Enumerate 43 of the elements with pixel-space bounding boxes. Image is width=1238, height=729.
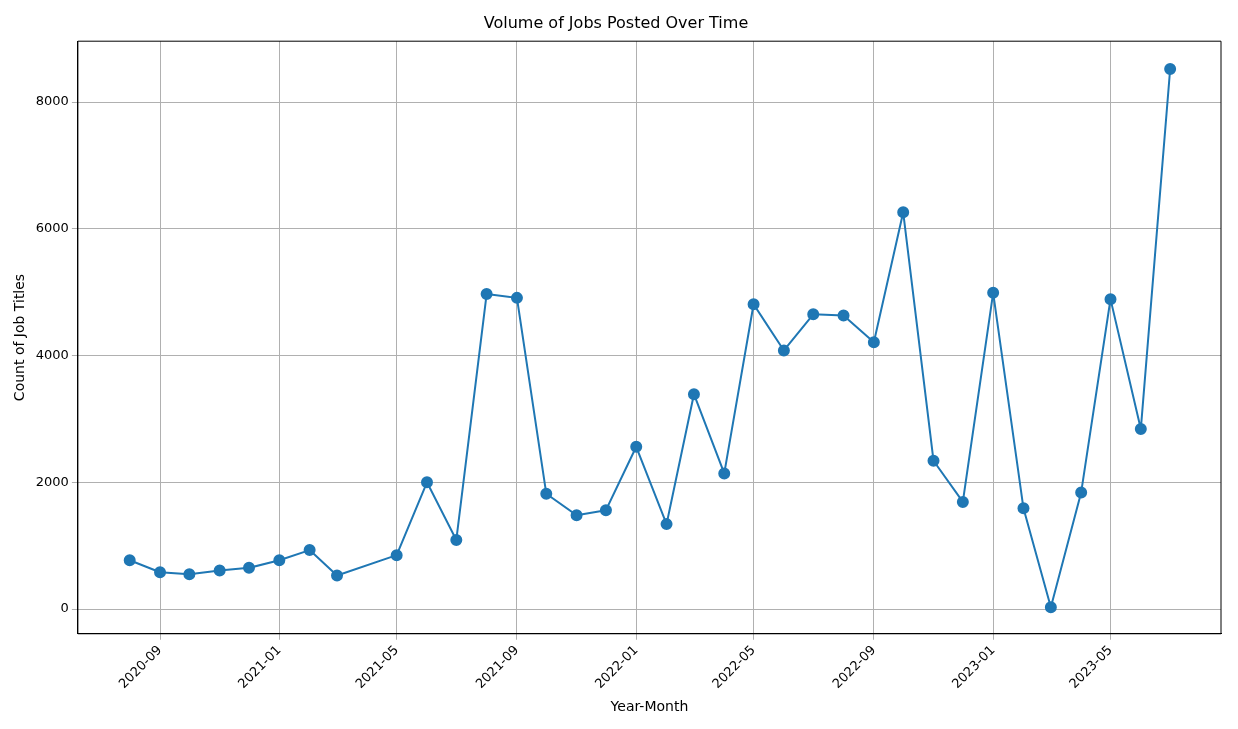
point xyxy=(1044,601,1057,614)
y-tick-label: 6000 xyxy=(35,220,69,236)
point xyxy=(420,476,433,489)
point xyxy=(687,388,700,401)
point xyxy=(599,504,612,517)
y-axis-title: Count of Job Titles xyxy=(11,273,28,402)
point xyxy=(1104,293,1117,306)
y-tick-label: 4000 xyxy=(35,346,69,362)
point xyxy=(897,206,910,219)
point xyxy=(807,308,820,321)
y-tick-label: 0 xyxy=(60,600,69,616)
point xyxy=(867,336,880,349)
point xyxy=(660,518,673,531)
point xyxy=(540,487,553,500)
point xyxy=(303,544,316,557)
point xyxy=(213,564,226,577)
y-tick-label: 2000 xyxy=(35,473,69,489)
point xyxy=(837,309,850,322)
chart-title: Volume of Jobs Posted Over Time xyxy=(483,12,749,32)
point xyxy=(123,554,136,567)
point xyxy=(450,533,463,546)
point xyxy=(480,288,493,301)
point xyxy=(1017,502,1030,515)
point xyxy=(987,286,1000,299)
point xyxy=(510,291,523,304)
point xyxy=(777,344,790,357)
point xyxy=(718,467,731,480)
point xyxy=(747,298,760,311)
point xyxy=(243,561,256,574)
point xyxy=(1164,63,1177,76)
y-tick-label: 8000 xyxy=(35,93,69,109)
point xyxy=(1134,423,1147,436)
x-axis-title: Year-Month xyxy=(609,698,689,715)
point xyxy=(183,568,196,581)
point xyxy=(154,566,167,579)
point xyxy=(390,549,403,562)
point xyxy=(927,454,940,467)
point xyxy=(570,509,583,522)
point xyxy=(956,495,969,508)
point xyxy=(331,569,344,582)
point xyxy=(1075,486,1088,499)
point xyxy=(630,440,643,453)
point xyxy=(273,554,286,567)
